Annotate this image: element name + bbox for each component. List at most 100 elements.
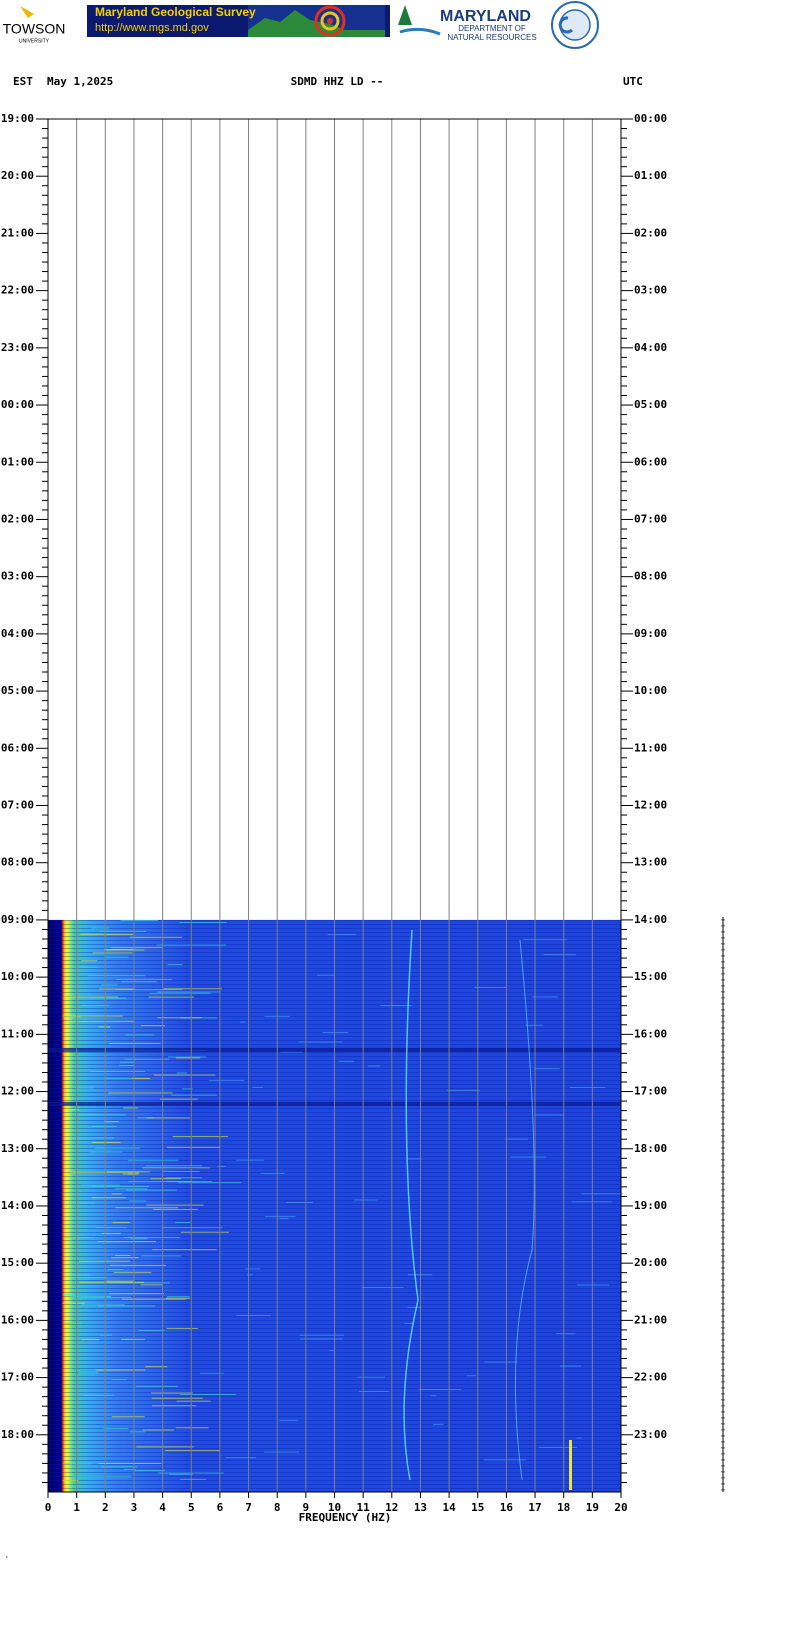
texture — [108, 1293, 165, 1295]
texture — [178, 1182, 242, 1184]
y-tick-label-left: 03:00 — [1, 570, 34, 583]
texture — [109, 1282, 171, 1284]
texture — [104, 1077, 134, 1079]
texture — [129, 936, 183, 938]
texture — [142, 1167, 211, 1169]
texture — [113, 1271, 152, 1273]
logo-text: DEPARTMENT OF — [458, 24, 526, 33]
texture — [79, 1281, 145, 1283]
x-tick-label: 12 — [385, 1501, 398, 1514]
texture — [152, 1249, 217, 1251]
y-tick-label-right: 19:00 — [634, 1199, 667, 1212]
logo-text: NATURAL RESOURCES — [447, 33, 536, 42]
texture — [80, 1304, 125, 1306]
texture — [63, 996, 119, 998]
texture — [126, 1189, 177, 1191]
texture — [99, 988, 136, 990]
texture — [125, 1034, 155, 1036]
texture — [71, 1296, 112, 1298]
texture — [181, 1088, 193, 1090]
texture — [140, 1284, 163, 1286]
y-tick-label-right: 15:00 — [634, 970, 667, 983]
texture — [166, 1327, 198, 1329]
texture — [149, 992, 211, 994]
y-tick-label-right: 08:00 — [634, 570, 667, 583]
time-zone: UTC — [623, 75, 643, 88]
texture — [118, 1064, 135, 1066]
texture — [168, 1056, 207, 1058]
y-tick-label-left: 02:00 — [1, 512, 34, 525]
texture — [137, 1117, 154, 1119]
texture — [72, 1137, 115, 1139]
texture — [571, 1201, 612, 1203]
texture — [101, 1232, 121, 1234]
texture — [252, 1086, 264, 1088]
x-tick-label: 0 — [45, 1501, 52, 1514]
texture — [81, 960, 98, 962]
texture — [92, 952, 133, 954]
texture — [151, 1397, 203, 1399]
texture — [92, 1126, 117, 1128]
texture — [136, 1446, 194, 1448]
texture — [130, 1238, 148, 1240]
texture — [504, 1138, 528, 1140]
texture — [368, 1065, 380, 1067]
texture — [104, 949, 136, 951]
texture — [101, 984, 118, 986]
texture — [106, 1280, 135, 1282]
texture — [65, 1109, 79, 1111]
x-tick-label: 11 — [357, 1501, 371, 1514]
texture — [100, 1466, 138, 1468]
y-tick-label-right: 02:00 — [634, 226, 667, 239]
y-tick-label-left: 06:00 — [1, 741, 34, 754]
y-tick-label-left: 10:00 — [1, 970, 34, 983]
y-tick-label-right: 14:00 — [634, 913, 667, 926]
texture — [406, 1158, 422, 1160]
y-tick-label-left: 13:00 — [1, 1142, 34, 1155]
y-tick-label-right: 13:00 — [634, 856, 667, 869]
texture — [576, 1284, 610, 1286]
texture — [68, 1202, 96, 1204]
x-tick-label: 13 — [414, 1501, 427, 1514]
texture — [264, 1215, 296, 1217]
footer-mark: . — [5, 1553, 9, 1560]
texture — [239, 1021, 246, 1023]
texture — [79, 1260, 131, 1262]
x-tick-label: 1 — [73, 1501, 80, 1514]
texture — [90, 1070, 145, 1072]
texture — [116, 978, 172, 980]
texture — [525, 1024, 543, 1026]
dnr-logo: MARYLAND DEPARTMENT OF NATURAL RESOURCES — [398, 5, 537, 42]
logo-text: MARYLAND — [440, 8, 531, 25]
texture — [163, 988, 222, 990]
texture — [263, 1451, 300, 1453]
texture — [110, 1264, 166, 1266]
texture — [175, 1222, 191, 1224]
y-tick-label-right: 16:00 — [634, 1027, 667, 1040]
texture — [62, 1015, 123, 1017]
texture — [152, 1405, 197, 1407]
y-tick-label-left: 07:00 — [1, 799, 34, 812]
texture — [208, 1079, 245, 1081]
texture — [176, 1400, 211, 1402]
mgs-banner: Maryland Geological Survey http://www.mg… — [87, 5, 390, 37]
y-tick-label-left: 18:00 — [1, 1428, 34, 1441]
texture — [68, 1020, 135, 1022]
y-tick-label-right: 00:00 — [634, 112, 667, 125]
texture — [87, 975, 146, 977]
texture — [81, 1339, 100, 1341]
texture — [484, 1361, 518, 1363]
texture — [216, 1165, 226, 1167]
texture — [176, 1072, 188, 1074]
texture — [123, 1107, 138, 1109]
texture — [114, 1188, 148, 1190]
texture — [100, 1334, 113, 1336]
texture — [148, 996, 195, 998]
texture — [404, 1322, 414, 1324]
texture — [80, 1184, 120, 1186]
texture — [247, 1274, 254, 1276]
x-tick-label: 15 — [471, 1501, 484, 1514]
y-tick-label-left: 16:00 — [1, 1313, 34, 1326]
texture — [535, 1068, 560, 1070]
